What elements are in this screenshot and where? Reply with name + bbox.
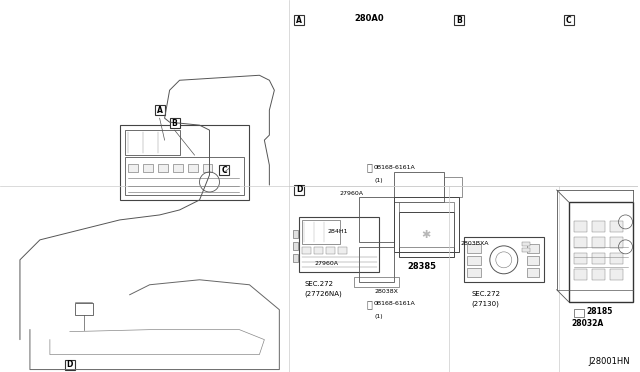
- Bar: [157, 164, 168, 172]
- Text: 28032A: 28032A: [572, 319, 604, 328]
- Text: Ⓢ: Ⓢ: [366, 162, 372, 172]
- Bar: [65, 360, 75, 369]
- Bar: [467, 256, 481, 265]
- Bar: [293, 254, 298, 262]
- Text: 28185: 28185: [587, 307, 613, 316]
- Text: (27130): (27130): [472, 301, 500, 307]
- Bar: [128, 164, 138, 172]
- Text: 284H1: 284H1: [327, 230, 348, 234]
- Text: C: C: [566, 16, 572, 25]
- Bar: [609, 237, 623, 248]
- Text: ✱: ✱: [421, 230, 431, 240]
- Text: 0B168-6161A: 0B168-6161A: [374, 301, 416, 306]
- Bar: [522, 248, 530, 252]
- Text: 28038X: 28038X: [374, 289, 398, 294]
- Bar: [170, 118, 180, 128]
- Text: B: B: [456, 16, 462, 25]
- Bar: [294, 15, 304, 25]
- Bar: [302, 247, 311, 254]
- Bar: [573, 221, 587, 232]
- Text: C: C: [221, 166, 227, 174]
- Bar: [220, 165, 230, 175]
- Bar: [300, 217, 379, 272]
- Bar: [609, 253, 623, 264]
- Bar: [293, 242, 298, 250]
- Text: 27960A: 27960A: [339, 192, 363, 196]
- Bar: [522, 242, 530, 246]
- Bar: [143, 164, 152, 172]
- Bar: [467, 268, 481, 277]
- Bar: [120, 125, 250, 200]
- Bar: [609, 269, 623, 280]
- Bar: [293, 230, 298, 238]
- Text: 0B168-6161A: 0B168-6161A: [374, 164, 416, 170]
- Text: 28385: 28385: [407, 262, 436, 271]
- Text: D: D: [67, 360, 73, 369]
- Bar: [591, 269, 605, 280]
- Bar: [75, 303, 93, 315]
- Text: A: A: [157, 106, 163, 115]
- Text: (27726NA): (27726NA): [304, 291, 342, 297]
- Bar: [302, 220, 340, 244]
- Bar: [527, 244, 539, 253]
- Bar: [564, 15, 573, 25]
- Bar: [591, 253, 605, 264]
- Bar: [569, 202, 634, 302]
- Text: Ⓢ: Ⓢ: [366, 299, 372, 309]
- Bar: [399, 202, 454, 247]
- Bar: [527, 268, 539, 277]
- Bar: [609, 221, 623, 232]
- Bar: [338, 247, 347, 254]
- Bar: [444, 177, 462, 197]
- Bar: [354, 277, 399, 287]
- Text: D: D: [296, 186, 303, 195]
- Bar: [359, 247, 394, 282]
- Bar: [591, 221, 605, 232]
- Bar: [464, 237, 544, 282]
- Bar: [573, 309, 584, 317]
- Text: 27960A: 27960A: [314, 261, 339, 266]
- Bar: [202, 164, 212, 172]
- Bar: [394, 172, 444, 202]
- Text: A: A: [296, 16, 302, 25]
- Text: (1): (1): [374, 177, 383, 183]
- Bar: [155, 105, 164, 115]
- Bar: [573, 269, 587, 280]
- Text: B: B: [172, 119, 177, 128]
- Bar: [359, 197, 394, 242]
- Bar: [399, 212, 454, 257]
- Bar: [454, 15, 464, 25]
- Bar: [314, 247, 323, 254]
- Text: SEC.272: SEC.272: [472, 291, 501, 297]
- Bar: [573, 237, 587, 248]
- Text: (1): (1): [374, 314, 383, 319]
- Bar: [394, 197, 459, 252]
- Bar: [125, 130, 180, 155]
- Text: 280A0: 280A0: [354, 14, 384, 23]
- Text: J28001HN: J28001HN: [589, 357, 630, 366]
- Bar: [294, 185, 304, 195]
- Bar: [188, 164, 198, 172]
- Bar: [591, 237, 605, 248]
- Text: SEC.272: SEC.272: [304, 281, 333, 287]
- Bar: [527, 256, 539, 265]
- Bar: [573, 253, 587, 264]
- Text: 2803BXA: 2803BXA: [461, 241, 490, 246]
- Bar: [467, 244, 481, 253]
- Bar: [173, 164, 182, 172]
- Bar: [125, 157, 244, 195]
- Bar: [326, 247, 335, 254]
